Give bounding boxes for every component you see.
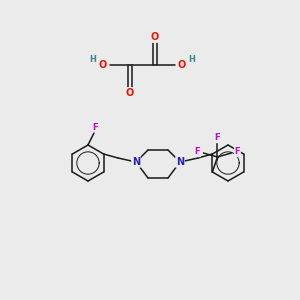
Text: O: O [99,60,107,70]
Text: F: F [195,148,200,157]
Text: N: N [132,157,140,167]
Text: O: O [151,32,159,42]
Text: H: H [189,56,195,64]
Text: O: O [178,60,186,70]
Text: O: O [126,88,134,98]
Text: H: H [90,56,96,64]
Text: F: F [92,122,98,131]
Text: F: F [235,148,240,157]
Text: N: N [176,157,184,167]
Text: F: F [214,134,220,142]
